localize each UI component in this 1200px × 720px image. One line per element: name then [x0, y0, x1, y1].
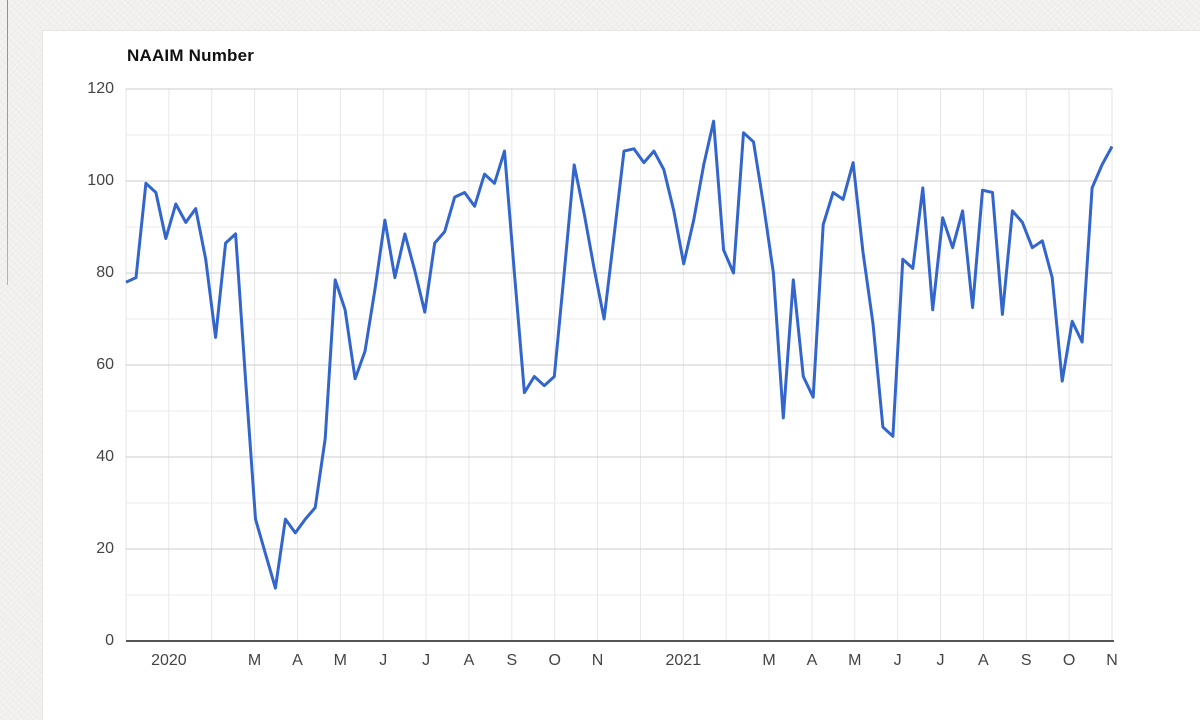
x-axis-label: A — [292, 652, 303, 669]
x-axis-label: J — [379, 652, 388, 669]
x-axis-label: O — [1062, 652, 1076, 669]
x-axis-label: N — [1106, 652, 1118, 669]
page-edge-line — [7, 0, 8, 285]
x-axis-label: S — [506, 652, 518, 669]
x-axis-label: A — [463, 652, 475, 669]
naaim-series-line — [125, 119, 1114, 590]
x-axis-label: J — [936, 652, 945, 669]
x-axis-label: J — [422, 652, 431, 669]
y-axis-label: 40 — [96, 448, 114, 465]
x-axis-label: N — [591, 652, 604, 669]
y-axis-label: 100 — [87, 172, 114, 189]
y-axis-label: 120 — [87, 80, 114, 97]
x-axis-label: 2021 — [665, 652, 702, 669]
x-axis-label: A — [978, 652, 989, 669]
chart-card — [42, 30, 1200, 720]
x-axis-label: M — [333, 652, 347, 669]
y-axis-label: 0 — [105, 632, 114, 649]
y-axis-label: 20 — [96, 540, 114, 557]
x-axis-label: O — [548, 652, 561, 669]
x-axis-label: 2020 — [151, 652, 187, 669]
y-axis-label: 60 — [96, 356, 114, 373]
x-axis-label: M — [848, 652, 862, 669]
x-axis-label: A — [806, 652, 818, 669]
x-axis-label: J — [893, 652, 902, 669]
x-axis-label: M — [762, 652, 776, 669]
x-axis-label: M — [247, 652, 262, 669]
chart-title: NAAIM Number — [127, 46, 255, 65]
x-axis-label: S — [1020, 652, 1032, 669]
y-axis-label: 80 — [96, 264, 114, 281]
